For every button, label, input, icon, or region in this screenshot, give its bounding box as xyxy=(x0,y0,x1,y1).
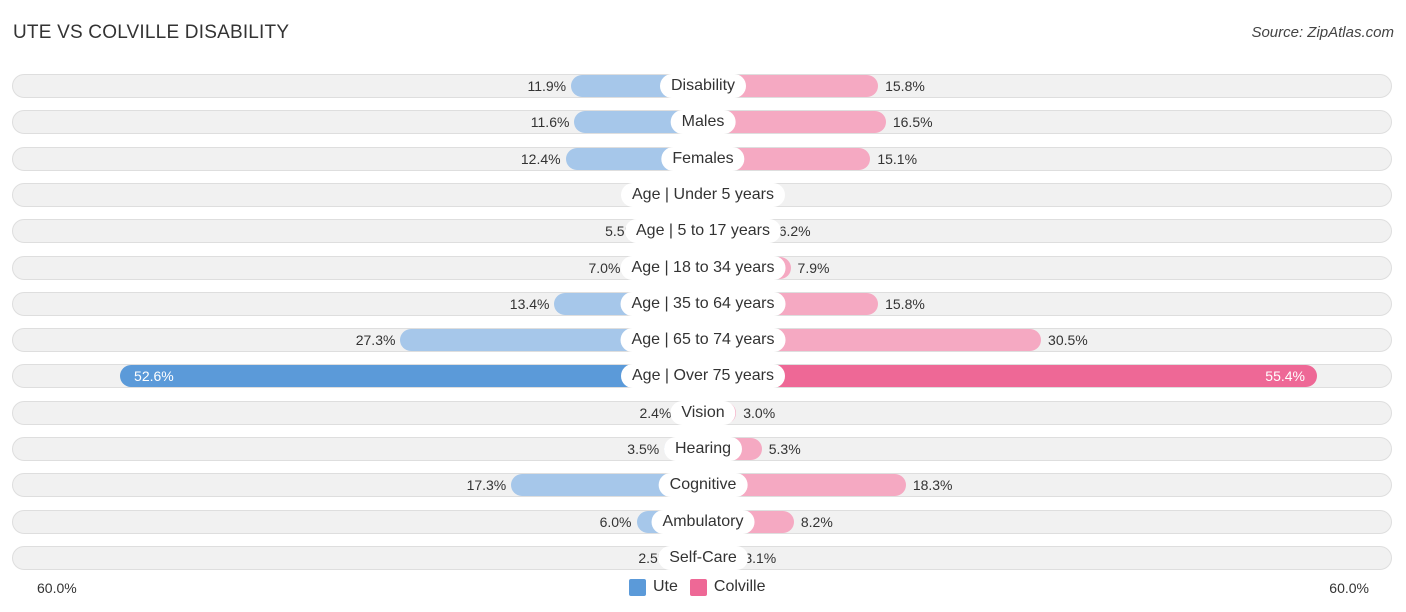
value-colville-females: 15.1% xyxy=(877,151,918,167)
category-label-age-65-to-74-years: Age | 65 to 74 years xyxy=(620,328,786,352)
category-label-age-18-to-34-years: Age | 18 to 34 years xyxy=(620,256,786,280)
value-colville-hearing: 5.3% xyxy=(768,441,801,457)
value-ute-hearing: 3.5% xyxy=(627,441,660,457)
value-ute-females: 12.4% xyxy=(520,151,561,167)
value-ute-males: 11.6% xyxy=(530,114,570,130)
value-ute-vision: 2.4% xyxy=(639,405,672,421)
bar-colville-females xyxy=(703,148,871,170)
bar-colville-cognitive xyxy=(703,474,906,496)
bar-colville-age-over-75-years xyxy=(703,365,1317,387)
source-label: Source: ZipAtlas.com xyxy=(1251,24,1394,41)
value-colville-age-35-to-64-years: 15.8% xyxy=(885,296,925,312)
category-label-cognitive: Cognitive xyxy=(658,473,748,497)
axis-label-left: 60.0% xyxy=(37,580,77,596)
value-ute-age-35-to-64-years: 13.4% xyxy=(509,296,550,312)
category-label-disability: Disability xyxy=(659,74,747,98)
value-ute-cognitive: 17.3% xyxy=(466,477,507,493)
legend-label-ute: Ute xyxy=(653,578,678,595)
category-label-age-over-75-years: Age | Over 75 years xyxy=(621,364,785,388)
value-ute-disability: 11.9% xyxy=(527,78,567,94)
category-label-ambulatory: Ambulatory xyxy=(651,510,755,534)
legend-swatch-ute xyxy=(629,578,646,596)
category-label-self-care: Self-Care xyxy=(658,546,748,570)
value-colville-ambulatory: 8.2% xyxy=(800,514,833,530)
category-label-age-5-to-17-years: Age | 5 to 17 years xyxy=(624,219,782,243)
value-colville-self-care: 3.1% xyxy=(744,550,777,566)
bar-colville-age-65-to-74-years xyxy=(703,329,1042,351)
legend-swatch-colville xyxy=(689,578,707,596)
bar-colville-males xyxy=(703,111,886,133)
value-colville-vision: 3.0% xyxy=(743,405,776,421)
value-colville-age-5-to-17-years: 6.2% xyxy=(778,223,811,239)
axis-label-right: 60.0% xyxy=(1329,580,1369,596)
value-ute-age-over-75-years: 52.6% xyxy=(134,368,174,384)
bar-ute-age-over-75-years xyxy=(120,365,703,387)
category-label-females: Females xyxy=(661,147,745,171)
category-label-males: Males xyxy=(670,110,736,134)
value-colville-age-65-to-74-years: 30.5% xyxy=(1048,332,1088,348)
value-ute-age-18-to-34-years: 7.0% xyxy=(588,260,621,276)
value-colville-disability: 15.8% xyxy=(885,78,925,94)
legend-label-colville: Colville xyxy=(713,578,766,595)
chart-title: UTE VS COLVILLE DISABILITY xyxy=(13,22,290,43)
value-colville-males: 16.5% xyxy=(892,114,933,130)
value-ute-ambulatory: 6.0% xyxy=(599,514,632,530)
category-label-hearing: Hearing xyxy=(663,437,743,461)
value-ute-age-65-to-74-years: 27.3% xyxy=(355,332,396,348)
bar-ute-cognitive xyxy=(511,474,703,496)
category-label-vision: Vision xyxy=(670,401,736,425)
legend-item-ute: Ute xyxy=(629,578,678,596)
category-label-age-35-to-64-years: Age | 35 to 64 years xyxy=(620,292,786,316)
value-colville-age-18-to-34-years: 7.9% xyxy=(797,260,830,276)
legend-item-colville: Colville xyxy=(689,578,766,596)
value-colville-cognitive: 18.3% xyxy=(912,477,953,493)
legend: Ute Colville xyxy=(629,578,777,596)
category-label-age-under-5-years: Age | Under 5 years xyxy=(620,183,786,207)
value-colville-age-over-75-years: 55.4% xyxy=(1265,368,1305,384)
bar-colville-disability xyxy=(703,75,879,97)
